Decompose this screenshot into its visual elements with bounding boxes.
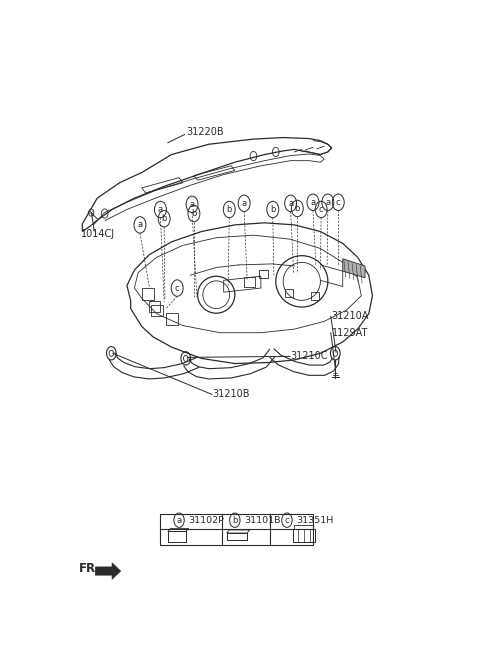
Text: a: a	[311, 198, 315, 207]
Polygon shape	[343, 259, 365, 277]
Text: b: b	[270, 205, 276, 214]
Text: a: a	[177, 516, 181, 525]
Text: b: b	[161, 214, 167, 223]
Text: 31102P: 31102P	[188, 516, 224, 525]
Text: b: b	[191, 209, 197, 218]
Text: 31351H: 31351H	[296, 516, 334, 525]
Text: 1129AT: 1129AT	[332, 327, 368, 338]
Text: a: a	[241, 199, 247, 208]
Text: FR.: FR.	[79, 562, 101, 576]
Text: c: c	[285, 516, 289, 525]
Text: c: c	[336, 198, 341, 207]
Text: c: c	[319, 205, 324, 214]
Text: b: b	[295, 204, 300, 213]
Text: a: a	[137, 220, 143, 229]
Polygon shape	[96, 563, 120, 579]
Text: b: b	[227, 205, 232, 214]
Text: a: a	[158, 205, 163, 214]
Text: a: a	[288, 199, 293, 208]
Text: c: c	[175, 283, 180, 293]
Text: a: a	[190, 200, 194, 209]
Text: 31210A: 31210A	[332, 311, 369, 321]
Text: b: b	[232, 516, 238, 525]
Text: 31210B: 31210B	[213, 390, 250, 400]
Text: a: a	[325, 198, 330, 207]
Text: 31220B: 31220B	[186, 127, 224, 137]
Text: 1014CJ: 1014CJ	[81, 229, 115, 239]
Text: 31210C: 31210C	[290, 352, 328, 362]
Text: 31101B: 31101B	[244, 516, 281, 525]
